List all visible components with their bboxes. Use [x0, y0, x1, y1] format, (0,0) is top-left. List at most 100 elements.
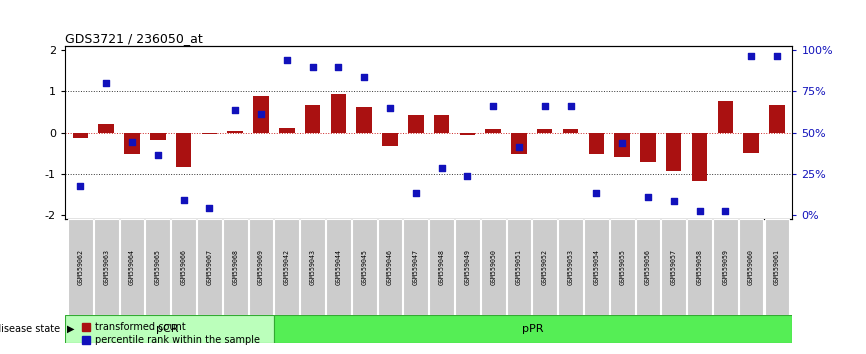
- Bar: [202, 133, 217, 135]
- Bar: [765, 219, 789, 315]
- Bar: [537, 130, 553, 133]
- Point: [229, 107, 242, 113]
- Bar: [275, 219, 299, 315]
- Bar: [249, 219, 274, 315]
- Text: GSM559046: GSM559046: [387, 249, 393, 285]
- Bar: [533, 219, 557, 315]
- Bar: [434, 115, 449, 133]
- Bar: [511, 133, 527, 154]
- Text: GSM559066: GSM559066: [181, 249, 186, 285]
- Text: GSM559061: GSM559061: [774, 249, 780, 285]
- Bar: [150, 133, 165, 140]
- Bar: [713, 219, 738, 315]
- Bar: [718, 101, 733, 133]
- Text: GDS3721 / 236050_at: GDS3721 / 236050_at: [65, 32, 203, 45]
- Bar: [352, 219, 377, 315]
- Point: [693, 209, 707, 214]
- Bar: [559, 219, 583, 315]
- Bar: [176, 133, 191, 167]
- Point: [667, 198, 681, 204]
- Text: ▶: ▶: [67, 324, 74, 334]
- Point: [383, 105, 397, 111]
- Bar: [610, 219, 635, 315]
- Text: pCR: pCR: [156, 324, 178, 334]
- Text: GSM559047: GSM559047: [413, 249, 419, 285]
- Bar: [253, 96, 268, 133]
- Text: GSM559060: GSM559060: [748, 249, 754, 285]
- Text: GSM559054: GSM559054: [593, 249, 599, 285]
- Text: pPR: pPR: [522, 324, 544, 334]
- Text: GSM559068: GSM559068: [232, 249, 238, 285]
- Point: [512, 144, 526, 150]
- Bar: [739, 219, 764, 315]
- Point: [125, 139, 139, 145]
- Bar: [305, 105, 320, 133]
- Text: GSM559043: GSM559043: [309, 249, 315, 285]
- Point: [538, 103, 552, 109]
- Bar: [228, 131, 243, 133]
- Text: GSM559067: GSM559067: [206, 249, 212, 285]
- Bar: [743, 133, 759, 153]
- Bar: [223, 219, 248, 315]
- Bar: [99, 124, 114, 133]
- Text: GSM559053: GSM559053: [567, 249, 573, 285]
- Bar: [584, 219, 609, 315]
- Point: [203, 205, 216, 211]
- Bar: [430, 219, 454, 315]
- Text: GSM559051: GSM559051: [516, 249, 522, 285]
- Bar: [382, 133, 397, 146]
- Bar: [94, 219, 119, 315]
- Bar: [197, 219, 222, 315]
- Text: GSM559063: GSM559063: [103, 249, 109, 285]
- Text: GSM559052: GSM559052: [542, 249, 548, 285]
- Point: [306, 64, 320, 69]
- Text: GSM559050: GSM559050: [490, 249, 496, 285]
- Point: [435, 165, 449, 171]
- Text: GSM559058: GSM559058: [696, 249, 702, 285]
- Text: disease state: disease state: [0, 324, 61, 334]
- Text: GSM559055: GSM559055: [619, 249, 625, 285]
- Point: [641, 194, 655, 200]
- Point: [409, 190, 423, 195]
- Text: GSM559049: GSM559049: [464, 249, 470, 285]
- Bar: [125, 133, 139, 154]
- Point: [177, 197, 191, 202]
- Bar: [301, 219, 325, 315]
- Point: [74, 184, 87, 189]
- Point: [461, 173, 475, 179]
- Point: [280, 58, 294, 63]
- Bar: [404, 219, 428, 315]
- Point: [590, 190, 604, 195]
- Point: [358, 74, 372, 80]
- Bar: [408, 115, 423, 133]
- Text: GSM559057: GSM559057: [671, 249, 676, 285]
- Point: [564, 103, 578, 109]
- Bar: [73, 133, 88, 138]
- Bar: [486, 130, 501, 133]
- Bar: [769, 105, 785, 133]
- Bar: [326, 219, 351, 315]
- Bar: [640, 133, 656, 162]
- Point: [151, 153, 165, 158]
- Bar: [662, 219, 686, 315]
- Point: [719, 209, 733, 214]
- Text: GSM559062: GSM559062: [77, 249, 83, 285]
- Bar: [279, 128, 294, 133]
- Bar: [692, 133, 708, 182]
- Text: GSM559044: GSM559044: [335, 249, 341, 285]
- Point: [744, 53, 758, 59]
- Bar: [455, 219, 480, 315]
- Bar: [120, 219, 145, 315]
- Bar: [331, 93, 346, 133]
- Text: GSM559056: GSM559056: [645, 249, 651, 285]
- Text: GSM559045: GSM559045: [361, 249, 367, 285]
- Bar: [274, 315, 792, 343]
- Bar: [614, 133, 630, 157]
- Point: [332, 64, 346, 69]
- Bar: [357, 107, 372, 133]
- Bar: [460, 133, 475, 135]
- Legend: transformed count, percentile rank within the sample: transformed count, percentile rank withi…: [79, 319, 264, 349]
- Bar: [145, 219, 171, 315]
- Bar: [68, 219, 93, 315]
- Point: [254, 111, 268, 117]
